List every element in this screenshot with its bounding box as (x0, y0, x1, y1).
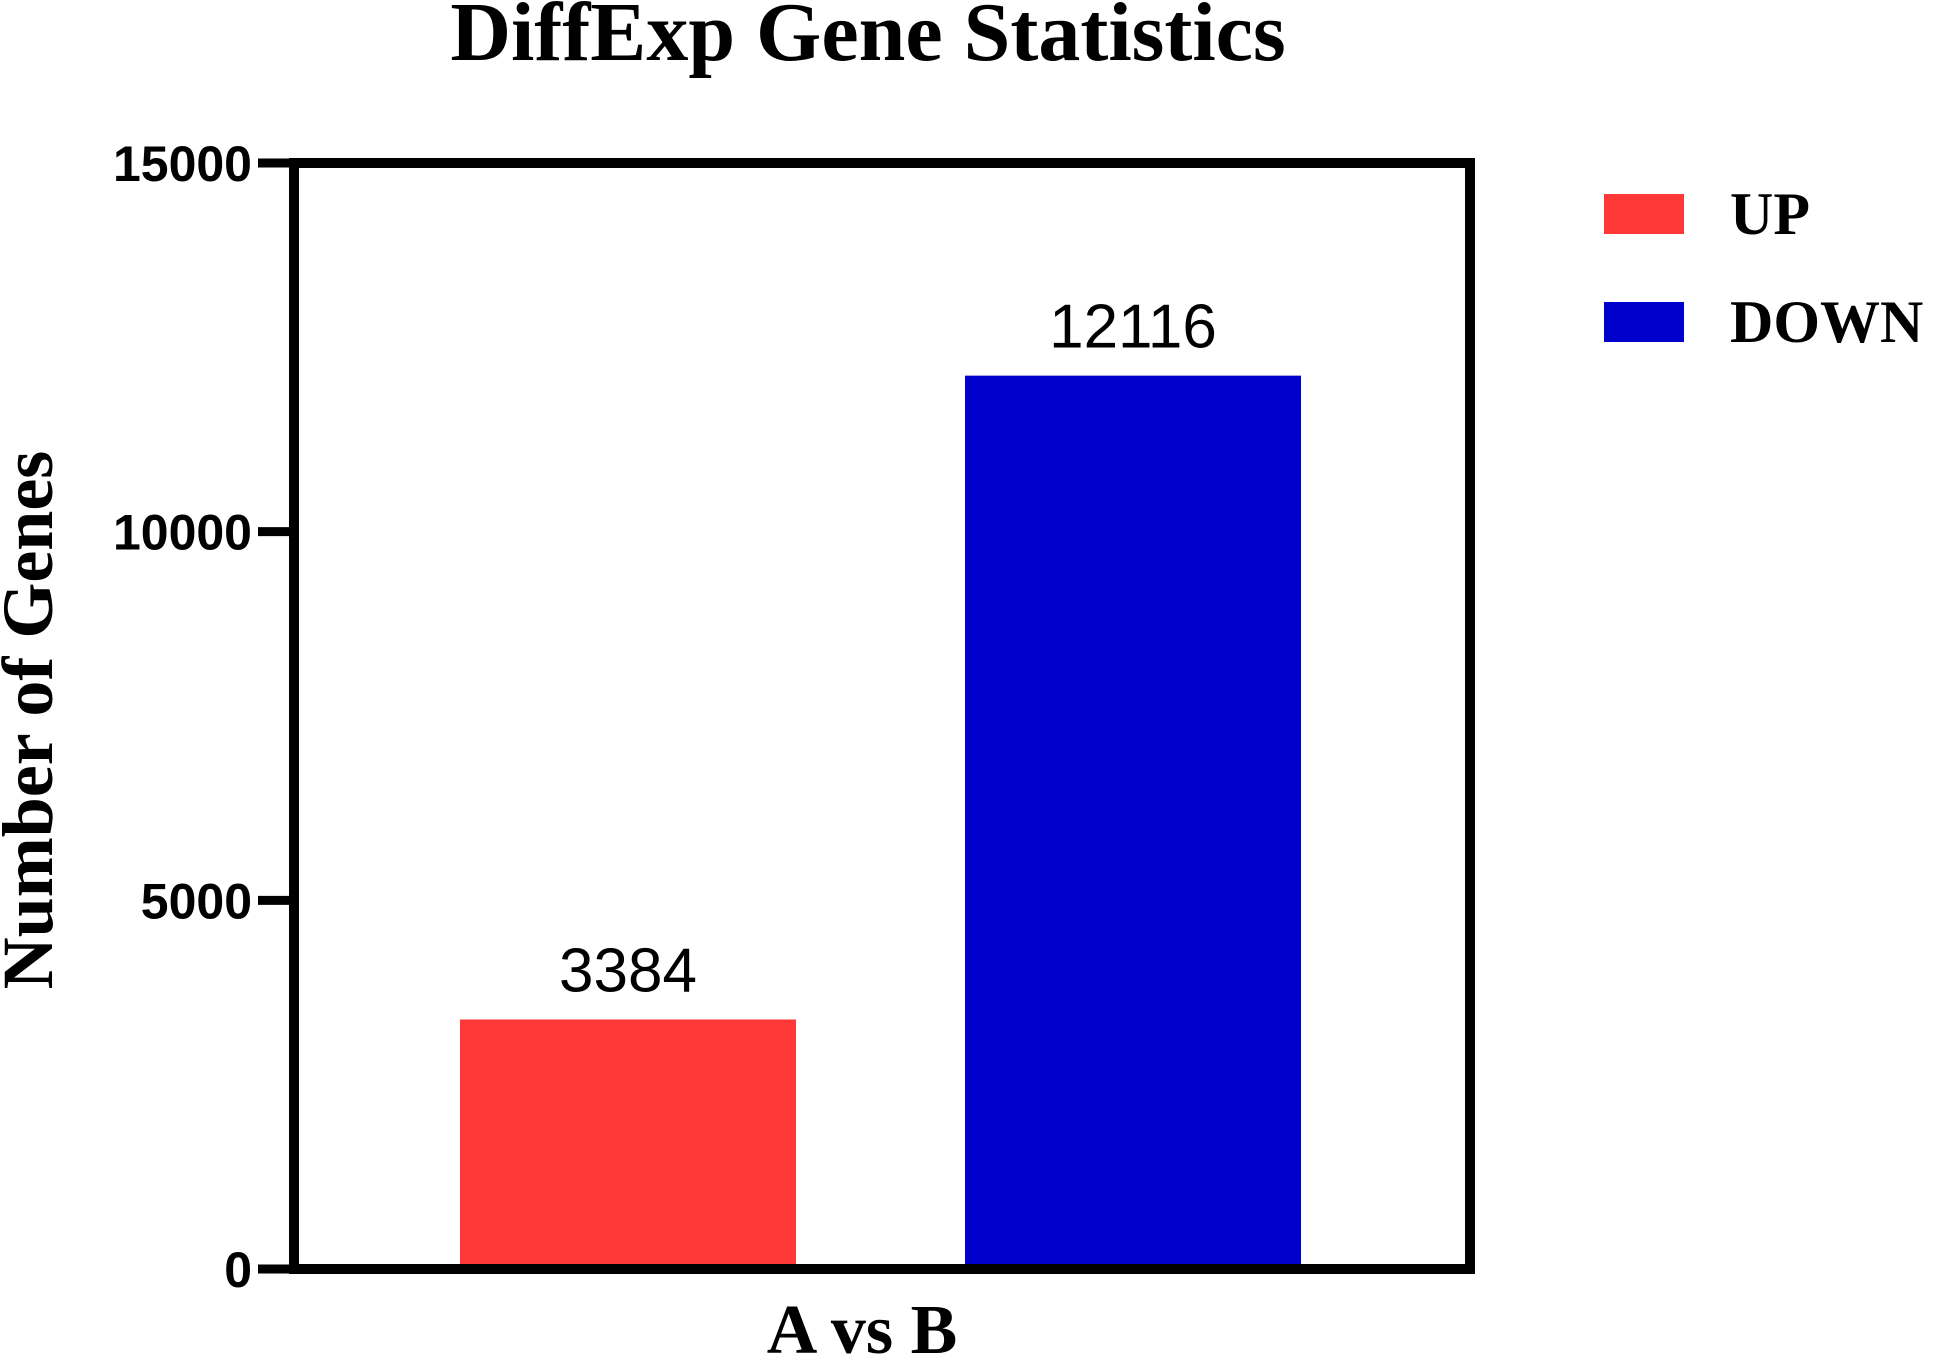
legend-swatch-down (1604, 302, 1684, 342)
bar-up (460, 1019, 796, 1264)
y-axis-ticks: 0 5000 10000 15000 (113, 136, 294, 1298)
y-tick-label: 15000 (113, 136, 252, 192)
y-tick-label: 10000 (113, 505, 252, 561)
bars (460, 375, 1301, 1264)
x-category-label: A vs B (767, 1292, 958, 1367)
legend-label-up: UP (1730, 181, 1810, 247)
legend-label-down: DOWN (1730, 289, 1923, 355)
chart-title: DiffExp Gene Statistics (450, 0, 1285, 79)
legend-swatch-up (1604, 194, 1684, 234)
bar-value-label-up: 3384 (559, 936, 697, 1005)
plot-frame (289, 158, 1475, 1274)
x-axis-categories: A vs B (767, 1292, 958, 1367)
y-tick-label: 0 (224, 1242, 252, 1298)
bar-value-labels: 3384 12116 (559, 293, 1217, 1006)
bar-value-label-down: 12116 (1049, 293, 1217, 362)
y-tick-label: 5000 (141, 873, 252, 929)
bar-down (965, 375, 1301, 1264)
y-axis-label: Number of Genes (0, 451, 68, 990)
legend: UP DOWN (1604, 181, 1923, 355)
